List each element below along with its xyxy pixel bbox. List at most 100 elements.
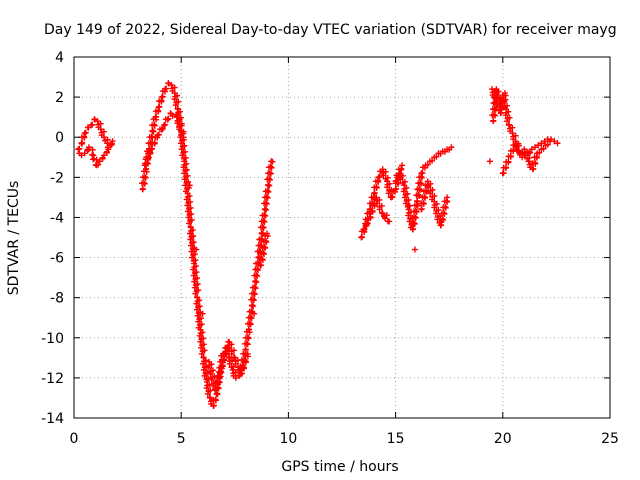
data-point [259, 256, 266, 263]
data-point [178, 146, 185, 153]
data-point [527, 149, 534, 156]
data-point [249, 302, 256, 309]
data-point [240, 364, 247, 371]
data-point [181, 142, 188, 149]
data-point [194, 275, 201, 282]
data-point [210, 402, 217, 409]
data-point [147, 149, 154, 156]
data-point [389, 193, 396, 200]
data-point [266, 175, 273, 182]
data-point [197, 338, 204, 345]
data-point [536, 149, 543, 156]
data-point [182, 148, 189, 155]
data-point [376, 196, 383, 203]
data-point [251, 310, 258, 317]
data-point [247, 314, 254, 321]
data-point [142, 161, 149, 168]
data-point [207, 387, 214, 394]
data-point [410, 219, 417, 226]
data-point [490, 117, 497, 124]
data-point [526, 154, 533, 161]
y-tick-label: 4 [55, 50, 64, 66]
data-point [172, 102, 179, 109]
data-point [192, 257, 199, 264]
data-point [369, 207, 376, 214]
data-point [82, 129, 89, 136]
data-point [175, 98, 182, 105]
data-point [174, 120, 181, 127]
data-point [190, 233, 197, 239]
data-point [89, 151, 96, 158]
data-point [191, 251, 198, 258]
data-point [535, 142, 542, 149]
data-point [405, 202, 412, 209]
data-point [200, 360, 207, 367]
plot-frame [73, 56, 611, 419]
data-point [199, 329, 206, 336]
data-point [544, 141, 551, 148]
data-point [159, 125, 166, 132]
series-arc-4 [358, 144, 455, 241]
data-point [187, 242, 194, 249]
data-point [400, 188, 407, 195]
data-point [193, 306, 200, 313]
data-point [246, 320, 253, 327]
data-point [246, 326, 253, 333]
data-point [163, 85, 170, 92]
data-point [234, 357, 241, 364]
data-point [410, 225, 417, 232]
data-point [500, 169, 507, 176]
data-point [97, 120, 104, 127]
data-point [531, 144, 538, 151]
x-tick-label: 25 [601, 431, 619, 447]
data-point [513, 146, 520, 153]
data-point [196, 332, 203, 339]
data-point [411, 246, 418, 253]
data-point [397, 176, 404, 183]
data-point [181, 176, 188, 183]
data-point [268, 158, 275, 165]
data-point [168, 82, 175, 89]
data-point [144, 155, 151, 162]
data-point [259, 223, 266, 230]
data-point [260, 250, 267, 257]
data-point [159, 93, 166, 100]
data-point [419, 169, 426, 176]
data-point [261, 244, 268, 251]
data-point [226, 344, 233, 351]
data-point [393, 177, 400, 184]
data-point [231, 354, 238, 361]
y-tick-label: -14 [41, 411, 64, 427]
data-point [213, 386, 220, 393]
data-point [411, 213, 418, 220]
data-point [177, 108, 184, 115]
data-point [540, 145, 547, 152]
data-point [501, 90, 508, 97]
data-point [500, 97, 507, 104]
axis-ticks: 0 5 10 15 20 25 -14 -12 -10 -8 -6 -4 -2 0 2 4 [41, 50, 619, 447]
data-point [554, 140, 561, 147]
data-point [512, 132, 519, 139]
data-point [228, 341, 235, 348]
data-point [382, 215, 389, 222]
data-point [151, 121, 158, 128]
data-point [226, 360, 233, 367]
data-point [196, 297, 203, 304]
data-point [207, 370, 214, 377]
data-point [99, 154, 106, 161]
data-point [424, 161, 431, 168]
data-point [198, 344, 205, 351]
data-point [84, 146, 91, 153]
data-point [228, 350, 235, 357]
data-point [185, 220, 192, 227]
data-point [230, 347, 237, 354]
data-point [438, 221, 445, 228]
data-point [194, 312, 201, 319]
data-point [185, 214, 192, 221]
data-point [364, 219, 371, 226]
grid [74, 57, 610, 418]
data-point [94, 118, 101, 125]
data-point [153, 113, 160, 120]
data-point [180, 128, 187, 135]
data-point [541, 138, 548, 145]
